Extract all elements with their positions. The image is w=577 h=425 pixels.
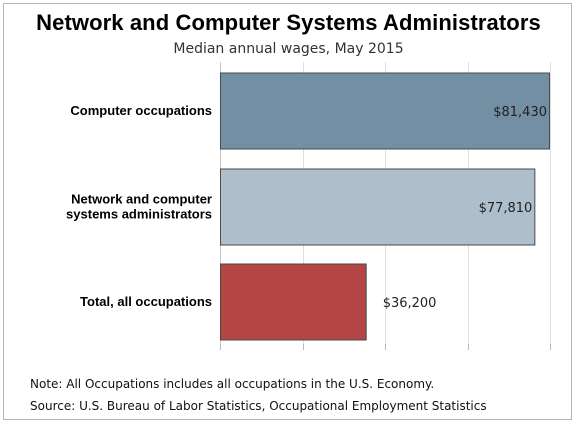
category-label: Total, all occupations	[80, 294, 212, 309]
category-label: Computer occupations	[70, 103, 212, 118]
bar	[220, 263, 367, 341]
bar	[220, 168, 536, 246]
category-label: Network and computer systems administrato…	[66, 192, 212, 222]
value-label: $36,200	[383, 296, 437, 311]
chart-note: Note: All Occupations includes all occup…	[30, 377, 435, 391]
value-label: $77,810	[479, 201, 533, 216]
bar	[220, 72, 550, 150]
chart-source: Source: U.S. Bureau of Labor Statistics,…	[30, 399, 487, 413]
chart-subtitle: Median annual wages, May 2015	[173, 41, 404, 57]
chart-title: Network and Computer Systems Administrat…	[36, 10, 541, 35]
value-label: $81,430	[493, 105, 547, 120]
